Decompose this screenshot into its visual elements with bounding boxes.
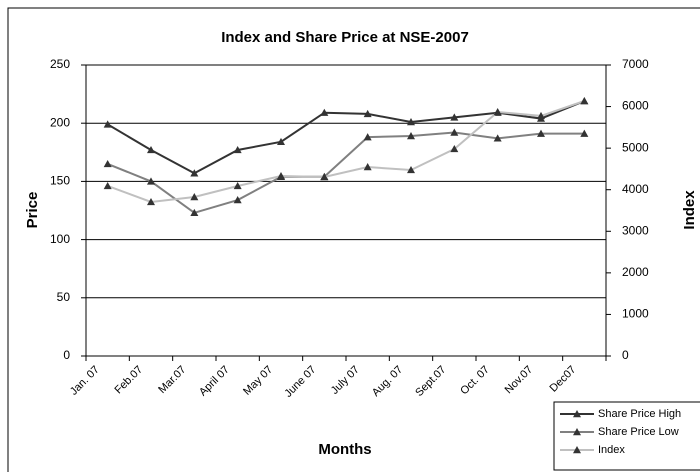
point-marker bbox=[190, 208, 199, 217]
point-marker bbox=[363, 163, 372, 171]
y-tick-label: 200 bbox=[50, 115, 70, 129]
point-marker bbox=[450, 128, 459, 136]
point-marker bbox=[407, 118, 415, 126]
point-marker bbox=[103, 181, 112, 190]
y2-tick-label: 7000 bbox=[622, 57, 649, 71]
point-marker bbox=[277, 171, 285, 180]
point-marker bbox=[537, 111, 545, 120]
y-tick-label: 150 bbox=[50, 174, 70, 188]
chart-title: Index and Share Price at NSE-2007 bbox=[221, 29, 469, 46]
point-marker bbox=[103, 120, 112, 128]
point-marker bbox=[450, 144, 459, 153]
legend-marker bbox=[573, 446, 581, 454]
y2-tick-label: 1000 bbox=[622, 307, 649, 321]
y2-tick-label: 4000 bbox=[622, 182, 649, 196]
point-marker bbox=[233, 196, 242, 204]
y2-tick-label: 6000 bbox=[622, 99, 649, 113]
legend-marker bbox=[573, 410, 581, 418]
legend-label: Share Price High bbox=[598, 408, 681, 420]
point-marker bbox=[103, 159, 112, 168]
x-axis-title: Months bbox=[318, 441, 371, 458]
y-tick-label: 50 bbox=[57, 290, 71, 304]
point-marker bbox=[493, 107, 502, 116]
point-marker bbox=[580, 97, 589, 105]
legend-label: Share Price Low bbox=[598, 426, 679, 438]
y-tick-label: 100 bbox=[50, 232, 70, 246]
y-tick-label: 250 bbox=[50, 57, 70, 71]
legend-label: Index bbox=[598, 444, 625, 456]
point-marker bbox=[363, 133, 372, 141]
point-marker bbox=[190, 169, 199, 177]
point-marker bbox=[493, 134, 502, 142]
point-marker bbox=[233, 145, 242, 154]
y2-tick-label: 3000 bbox=[622, 223, 649, 237]
point-marker bbox=[363, 109, 372, 118]
y2-tick-label: 5000 bbox=[622, 140, 649, 154]
point-marker bbox=[320, 173, 329, 181]
point-marker bbox=[233, 181, 242, 190]
y2-tick-label: 0 bbox=[622, 348, 629, 362]
series-line bbox=[107, 131, 585, 214]
point-marker bbox=[580, 129, 589, 137]
y2-tick-label: 2000 bbox=[622, 265, 649, 279]
point-marker bbox=[407, 165, 415, 174]
point-marker bbox=[407, 132, 415, 140]
point-marker bbox=[450, 113, 459, 121]
point-marker bbox=[190, 192, 199, 201]
series-line bbox=[107, 100, 585, 175]
point-marker bbox=[537, 129, 545, 137]
point-marker bbox=[320, 108, 329, 116]
y2-axis-title: Index bbox=[681, 190, 698, 230]
point-marker bbox=[277, 137, 285, 146]
point-marker bbox=[147, 177, 155, 185]
y-tick-label: 0 bbox=[63, 348, 70, 362]
y-axis-title: Price bbox=[24, 192, 41, 229]
legend-marker bbox=[573, 428, 581, 436]
series-line bbox=[107, 100, 585, 203]
point-marker bbox=[147, 145, 155, 154]
point-marker bbox=[147, 197, 155, 206]
